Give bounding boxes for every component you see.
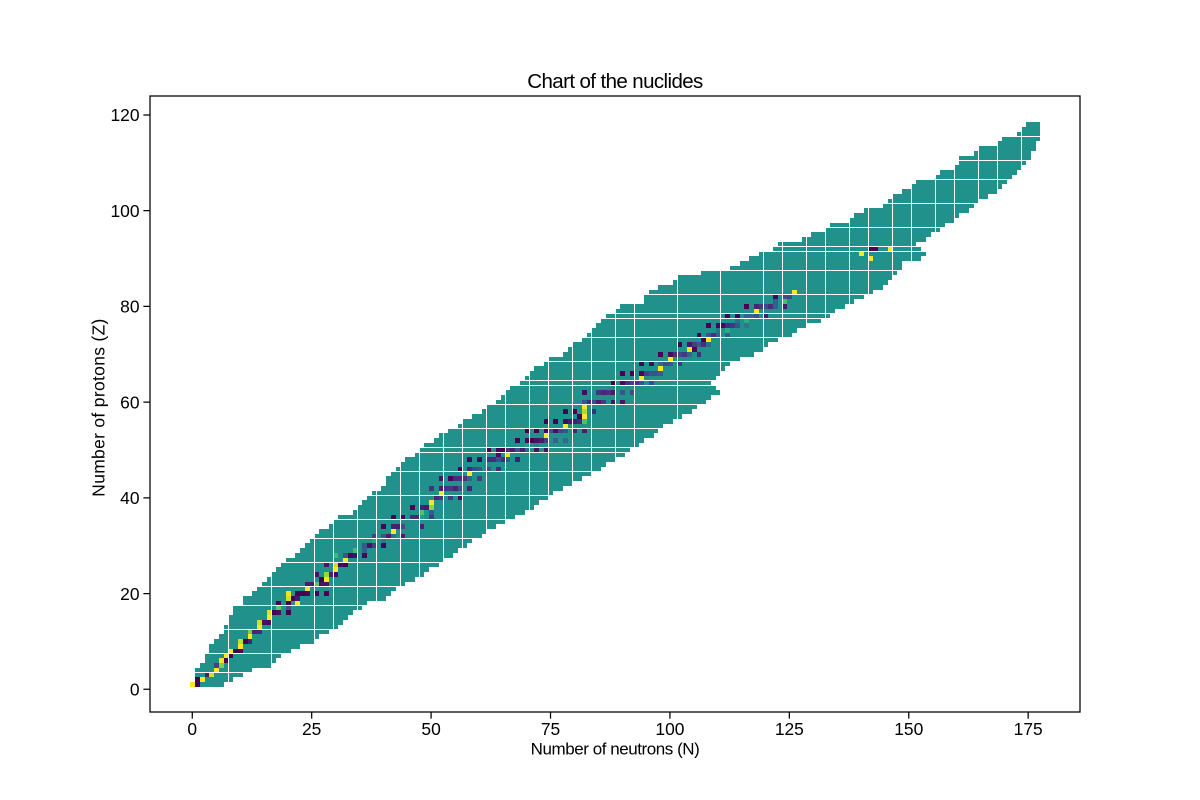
- svg-text:20: 20: [120, 584, 139, 604]
- svg-text:0: 0: [130, 680, 140, 700]
- svg-text:125: 125: [775, 719, 804, 739]
- svg-text:100: 100: [110, 201, 139, 221]
- svg-text:120: 120: [110, 105, 139, 125]
- svg-text:Number of protons (Z): Number of protons (Z): [89, 318, 109, 496]
- svg-text:150: 150: [894, 719, 923, 739]
- svg-text:60: 60: [120, 392, 139, 412]
- svg-text:0: 0: [187, 719, 197, 739]
- svg-text:100: 100: [655, 719, 684, 739]
- svg-text:80: 80: [120, 297, 139, 317]
- svg-text:Number of neutrons (N): Number of neutrons (N): [531, 739, 700, 758]
- svg-text:40: 40: [120, 488, 139, 508]
- svg-text:50: 50: [421, 719, 440, 739]
- svg-text:75: 75: [541, 719, 560, 739]
- svg-text:25: 25: [302, 719, 321, 739]
- svg-text:175: 175: [1014, 719, 1043, 739]
- svg-text:Chart of the nuclides: Chart of the nuclides: [527, 70, 703, 93]
